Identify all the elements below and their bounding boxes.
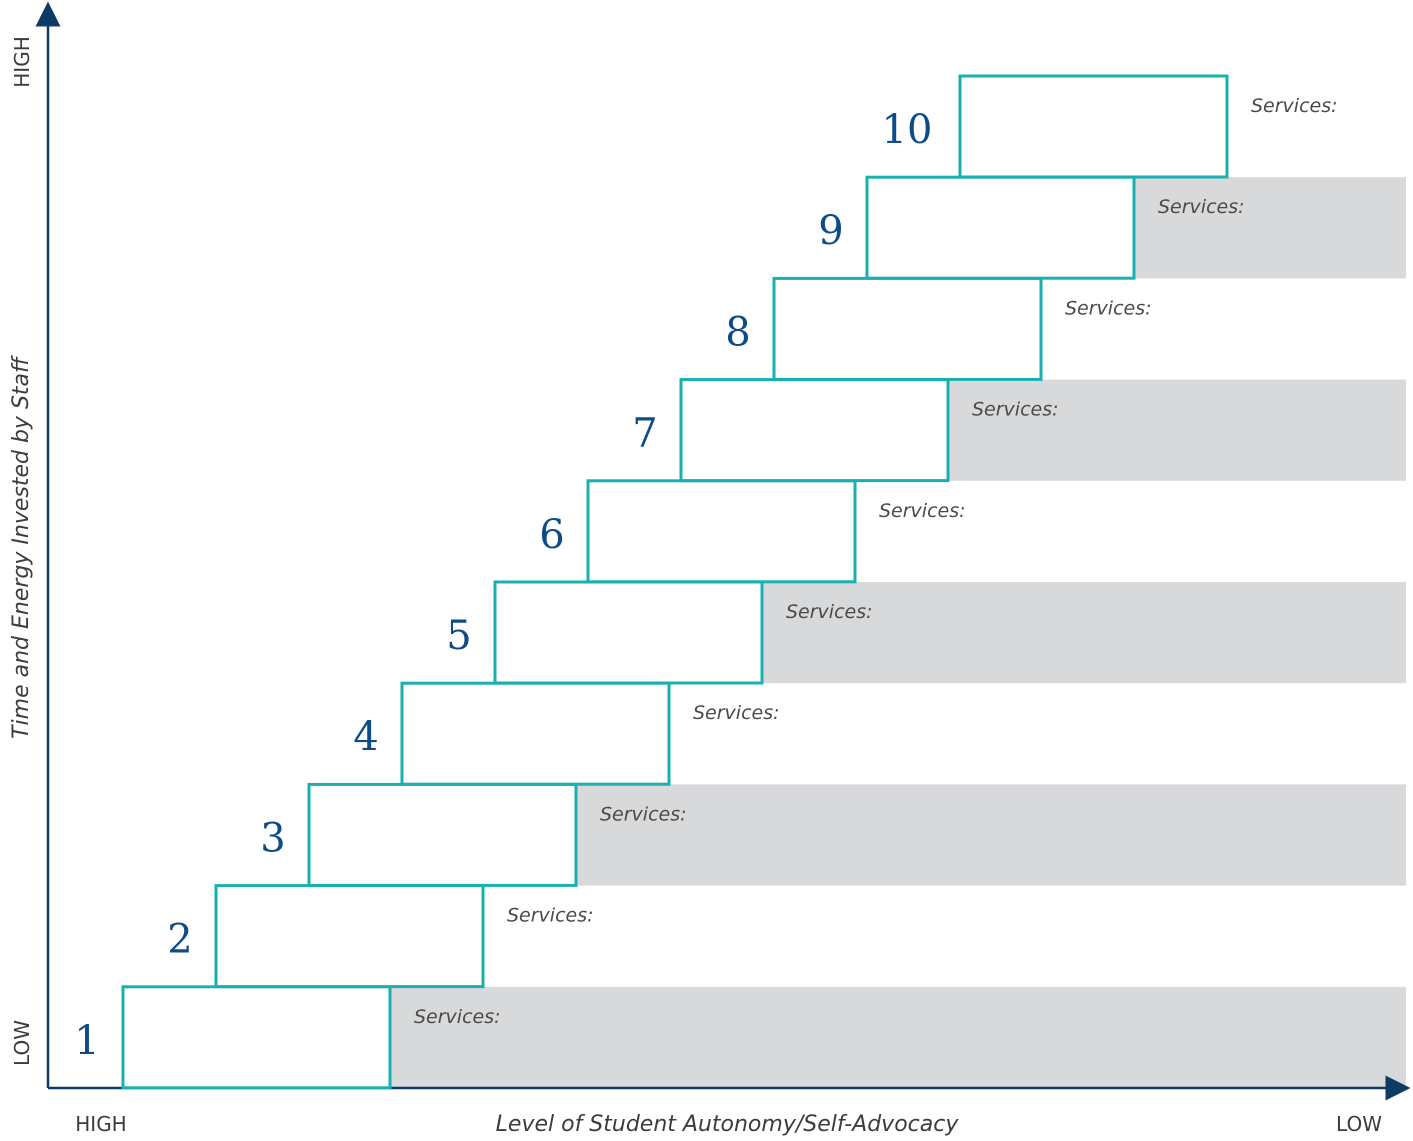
y-axis-title: Time and Energy Invested by Staff xyxy=(9,355,34,739)
step-box xyxy=(958,74,1229,179)
step-number: 8 xyxy=(725,309,750,355)
step-number: 4 xyxy=(353,714,378,760)
step-services-label: Services: xyxy=(507,905,594,927)
step-services-label: Services: xyxy=(972,399,1059,421)
x-axis-low-label: LOW xyxy=(1336,1112,1382,1136)
step-services-label: Services: xyxy=(414,1006,501,1028)
step-number: 5 xyxy=(446,613,471,659)
step-services-label: Services: xyxy=(693,702,780,724)
band-layer xyxy=(390,177,1406,1088)
step-box xyxy=(493,580,764,685)
step-number: 1 xyxy=(74,1018,99,1064)
step-band xyxy=(390,986,1406,1088)
step-number: 10 xyxy=(882,107,933,153)
step-services-label: Services: xyxy=(1158,196,1245,218)
y-axis-high-label: HIGH xyxy=(10,36,34,87)
step-box xyxy=(214,884,485,989)
x-axis-high-label: HIGH xyxy=(75,1112,126,1136)
step-number: 6 xyxy=(539,512,564,558)
step-band xyxy=(762,582,1406,684)
step-number: 9 xyxy=(818,208,843,254)
step-services-label: Services: xyxy=(600,803,687,825)
step-band xyxy=(948,379,1406,481)
step-box xyxy=(586,479,857,584)
step-box xyxy=(679,378,950,483)
step-box xyxy=(772,276,1043,381)
step-number: 3 xyxy=(260,815,285,861)
step-box xyxy=(307,782,578,887)
step-services-label: Services: xyxy=(879,500,966,522)
step-box xyxy=(865,175,1136,280)
step-box xyxy=(121,985,392,1090)
step-services-label: Services: xyxy=(1251,95,1338,117)
step-box xyxy=(400,681,671,786)
step-layer: 1 Services: 2 Services: 3 Services: 4 Services:… xyxy=(74,74,1338,1090)
y-axis-low-label: LOW xyxy=(10,1020,34,1066)
step-band xyxy=(1134,177,1406,279)
step-number: 7 xyxy=(632,411,657,457)
step-band xyxy=(576,784,1406,886)
step-number: 2 xyxy=(167,917,192,963)
step-services-label: Services: xyxy=(1065,297,1152,319)
step-services-label: Services: xyxy=(786,601,873,623)
x-axis-title: Level of Student Autonomy/Self-Advocacy xyxy=(496,1112,960,1137)
